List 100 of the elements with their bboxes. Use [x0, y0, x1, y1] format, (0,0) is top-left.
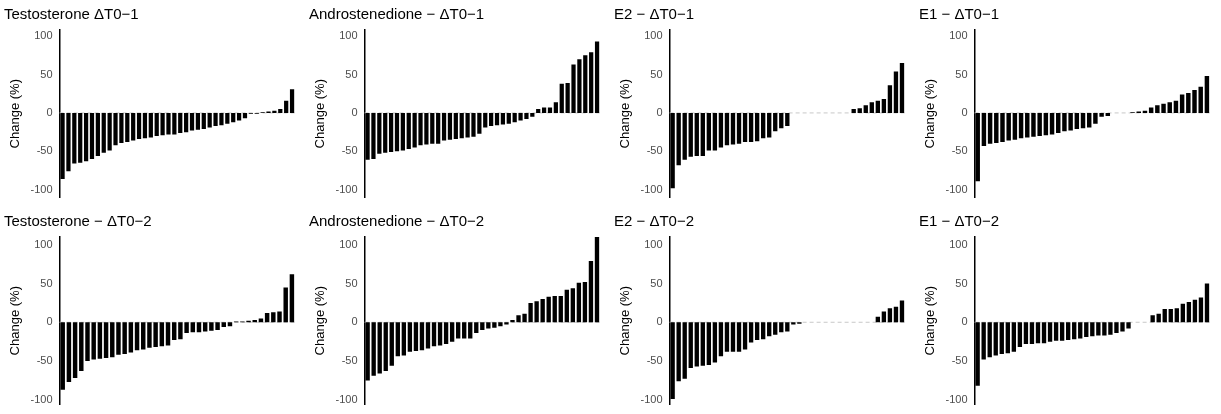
bar — [857, 108, 862, 113]
bar — [851, 109, 856, 113]
bar — [1056, 112, 1061, 133]
y-axis-title: Change (%) — [617, 79, 633, 149]
y-axis-title: Change (%) — [7, 79, 23, 149]
chart-title: Testosterone − ΔT0−2 — [4, 212, 152, 230]
bar — [1059, 322, 1065, 341]
bar — [730, 112, 736, 145]
bar — [1035, 322, 1041, 344]
y-tick-label: 100 — [644, 237, 663, 250]
bar — [712, 112, 718, 151]
bar — [395, 322, 400, 357]
bar — [588, 261, 594, 323]
y-tick-label: -50 — [646, 144, 663, 157]
bar — [754, 112, 760, 142]
bar — [383, 322, 388, 372]
bar — [773, 322, 778, 335]
bar — [688, 112, 693, 157]
bar — [682, 322, 687, 379]
y-tick-label: 100 — [644, 29, 663, 42]
y-axis-title: Change (%) — [922, 79, 938, 149]
bar — [462, 322, 467, 339]
bar — [72, 322, 78, 379]
y-tick-label: 0 — [46, 105, 53, 118]
bar — [546, 296, 551, 323]
bar — [178, 112, 183, 133]
y-tick-label: 0 — [961, 105, 968, 118]
y-tick-label: 100 — [339, 237, 358, 250]
bar — [773, 112, 778, 132]
bar — [171, 322, 177, 341]
chart-title: E1 − ΔT0−1 — [919, 5, 1000, 23]
bar — [443, 322, 449, 344]
bar — [236, 112, 242, 121]
y-tick-label: -100 — [640, 392, 663, 405]
bar — [881, 99, 887, 113]
bar — [694, 322, 699, 367]
bar — [480, 322, 485, 330]
y-tick-label: -50 — [951, 144, 968, 157]
bar — [1065, 322, 1071, 341]
bar — [1005, 322, 1010, 354]
bar — [431, 322, 437, 347]
chart-title: E1 − ΔT0−2 — [919, 212, 1000, 230]
y-tick-label: -100 — [945, 392, 968, 405]
bar — [131, 112, 136, 141]
bar — [1162, 309, 1167, 323]
bar — [95, 112, 100, 156]
y-tick-label: 50 — [955, 276, 968, 289]
y-tick-label: 50 — [345, 67, 358, 80]
bar — [736, 322, 742, 352]
bar — [202, 322, 208, 332]
bar — [881, 311, 887, 323]
bar — [1053, 322, 1059, 341]
bar — [869, 102, 874, 113]
bar — [1086, 112, 1092, 128]
bar — [436, 112, 441, 144]
bar — [1078, 322, 1083, 339]
bar — [558, 295, 563, 323]
bar — [536, 109, 541, 113]
bar — [400, 112, 405, 151]
bar — [1174, 308, 1179, 323]
bar — [394, 112, 400, 152]
bar — [754, 322, 760, 341]
bar — [718, 112, 724, 148]
bar — [1204, 283, 1210, 323]
y-axis-title: Change (%) — [922, 286, 938, 356]
bar — [700, 322, 705, 366]
y-tick-label: 50 — [955, 67, 968, 80]
bar — [730, 322, 736, 352]
chart-title: Testosterone ΔT0−1 — [4, 5, 139, 23]
bar — [134, 322, 140, 351]
bar — [785, 322, 790, 332]
y-tick-label: 100 — [949, 237, 968, 250]
bar — [564, 289, 569, 323]
bar — [189, 112, 195, 131]
bar — [83, 112, 89, 162]
y-axis-title: Change (%) — [7, 286, 23, 356]
bar — [1047, 322, 1053, 342]
bar — [785, 112, 790, 126]
bar — [389, 322, 394, 366]
bar — [706, 112, 712, 151]
y-tick-label: -50 — [341, 144, 358, 157]
bar — [413, 322, 419, 351]
y-tick-label: -50 — [341, 354, 358, 367]
bar — [1204, 76, 1210, 113]
bar — [899, 63, 905, 113]
bar — [494, 112, 500, 126]
bar — [779, 112, 784, 129]
bar — [1023, 322, 1029, 344]
bar — [553, 102, 558, 113]
bar — [1084, 322, 1089, 337]
bar — [748, 112, 754, 143]
bar — [999, 322, 1004, 355]
bar — [767, 112, 772, 138]
bar — [437, 322, 443, 346]
bar — [694, 112, 699, 156]
bar — [1029, 322, 1035, 344]
bar — [388, 112, 394, 153]
bar — [570, 288, 576, 323]
bar — [887, 308, 893, 323]
bar — [760, 112, 766, 139]
